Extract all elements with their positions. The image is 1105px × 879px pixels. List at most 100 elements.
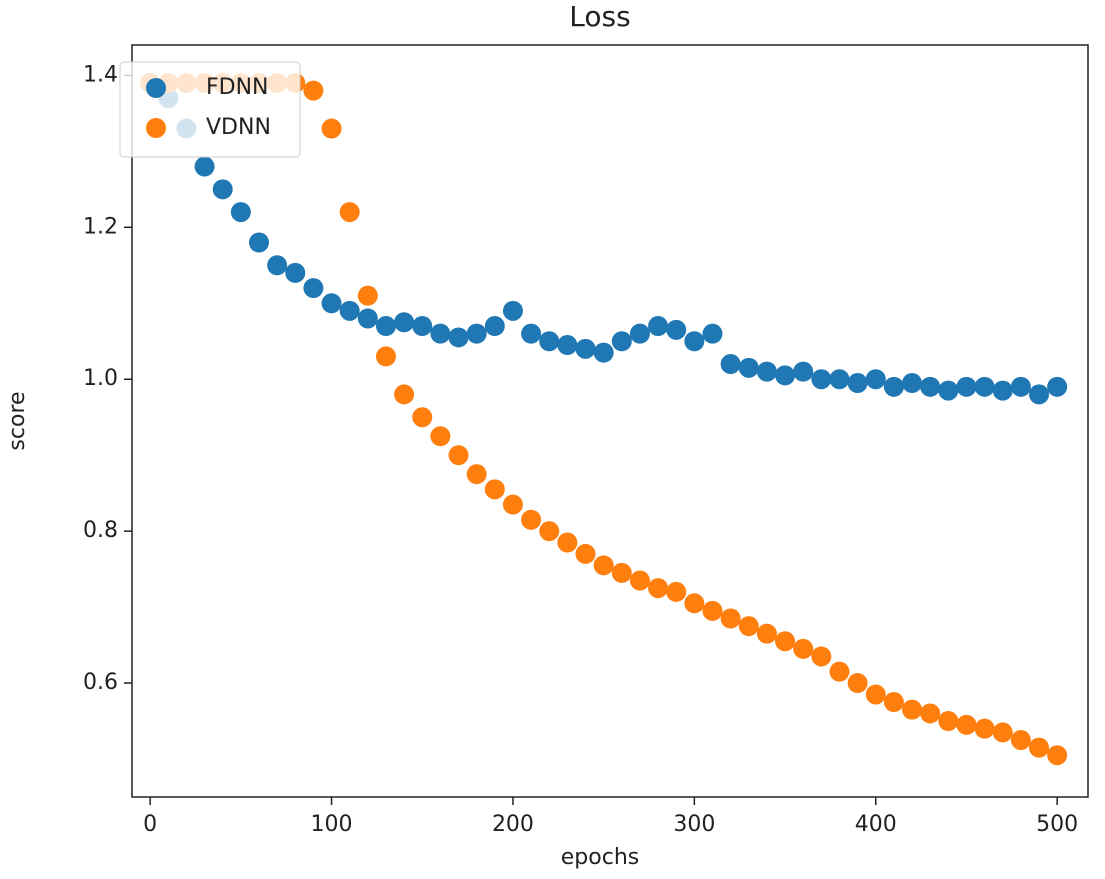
point <box>430 323 451 344</box>
point <box>611 562 632 583</box>
point <box>902 373 923 394</box>
point <box>756 623 777 644</box>
chart-title: Loss <box>569 0 630 33</box>
point <box>575 543 596 564</box>
point <box>847 373 868 394</box>
plot-frame <box>131 44 1089 798</box>
x-tick-label: 400 <box>855 812 897 837</box>
x-axis-label: epochs <box>561 845 639 870</box>
point <box>321 293 342 314</box>
point <box>974 376 995 397</box>
point <box>865 684 886 705</box>
point <box>648 316 669 337</box>
point <box>938 380 959 401</box>
point <box>539 521 560 542</box>
point <box>1010 376 1031 397</box>
point <box>775 365 796 386</box>
point <box>956 376 977 397</box>
point <box>992 722 1013 743</box>
x-tick-label: 100 <box>311 812 353 837</box>
x-tick-label: 300 <box>673 812 715 837</box>
point <box>1010 730 1031 751</box>
point <box>448 327 469 348</box>
point <box>865 369 886 390</box>
point <box>811 369 832 390</box>
point <box>902 699 923 720</box>
point <box>738 357 759 378</box>
point <box>303 80 324 101</box>
point <box>666 581 687 602</box>
point <box>720 354 741 375</box>
point <box>394 312 415 333</box>
point <box>248 232 269 253</box>
y-tick-label: 0.6 <box>83 670 118 695</box>
point <box>593 555 614 576</box>
point <box>502 494 523 515</box>
point <box>920 703 941 724</box>
point <box>521 509 542 530</box>
y-tick-label: 1.4 <box>83 62 118 87</box>
point <box>575 338 596 359</box>
point <box>339 202 360 223</box>
point <box>339 300 360 321</box>
point <box>920 376 941 397</box>
point <box>793 638 814 659</box>
point <box>974 718 995 739</box>
point <box>285 262 306 283</box>
point <box>502 300 523 321</box>
point <box>666 319 687 340</box>
point <box>847 673 868 694</box>
y-tick-label: 0.8 <box>83 518 118 543</box>
point <box>702 600 723 621</box>
y-axis-label: score <box>5 391 30 450</box>
point <box>394 384 415 405</box>
point <box>629 323 650 344</box>
point <box>1047 376 1068 397</box>
point <box>775 631 796 652</box>
point <box>1047 745 1068 766</box>
point <box>829 661 850 682</box>
point <box>629 570 650 591</box>
point <box>375 316 396 337</box>
point <box>375 346 396 367</box>
point <box>466 323 487 344</box>
point <box>357 308 378 329</box>
legend-marker <box>146 78 166 98</box>
point <box>702 323 723 344</box>
point <box>557 335 578 356</box>
point <box>738 616 759 637</box>
point <box>412 407 433 428</box>
point <box>521 323 542 344</box>
point <box>1029 384 1050 405</box>
point <box>321 118 342 139</box>
point <box>357 285 378 306</box>
legend-label: VDNN <box>206 115 271 140</box>
point <box>267 255 288 276</box>
point <box>883 376 904 397</box>
point <box>684 593 705 614</box>
point <box>684 331 705 352</box>
point <box>539 331 560 352</box>
point <box>956 714 977 735</box>
legend-marker <box>146 118 166 138</box>
x-tick-label: 500 <box>1036 812 1078 837</box>
x-tick-label: 0 <box>143 812 157 837</box>
point <box>194 156 215 177</box>
point <box>557 532 578 553</box>
y-tick-label: 1.2 <box>83 214 118 239</box>
point <box>992 380 1013 401</box>
point <box>793 361 814 382</box>
legend-label: FDNN <box>206 75 269 100</box>
point <box>303 278 324 299</box>
plot <box>140 72 1068 766</box>
point <box>412 316 433 337</box>
point <box>811 646 832 667</box>
point <box>593 342 614 363</box>
point <box>720 608 741 629</box>
point <box>430 426 451 447</box>
point <box>212 179 233 200</box>
y-tick-label: 1.0 <box>83 366 118 391</box>
point <box>484 479 505 500</box>
point <box>883 692 904 713</box>
